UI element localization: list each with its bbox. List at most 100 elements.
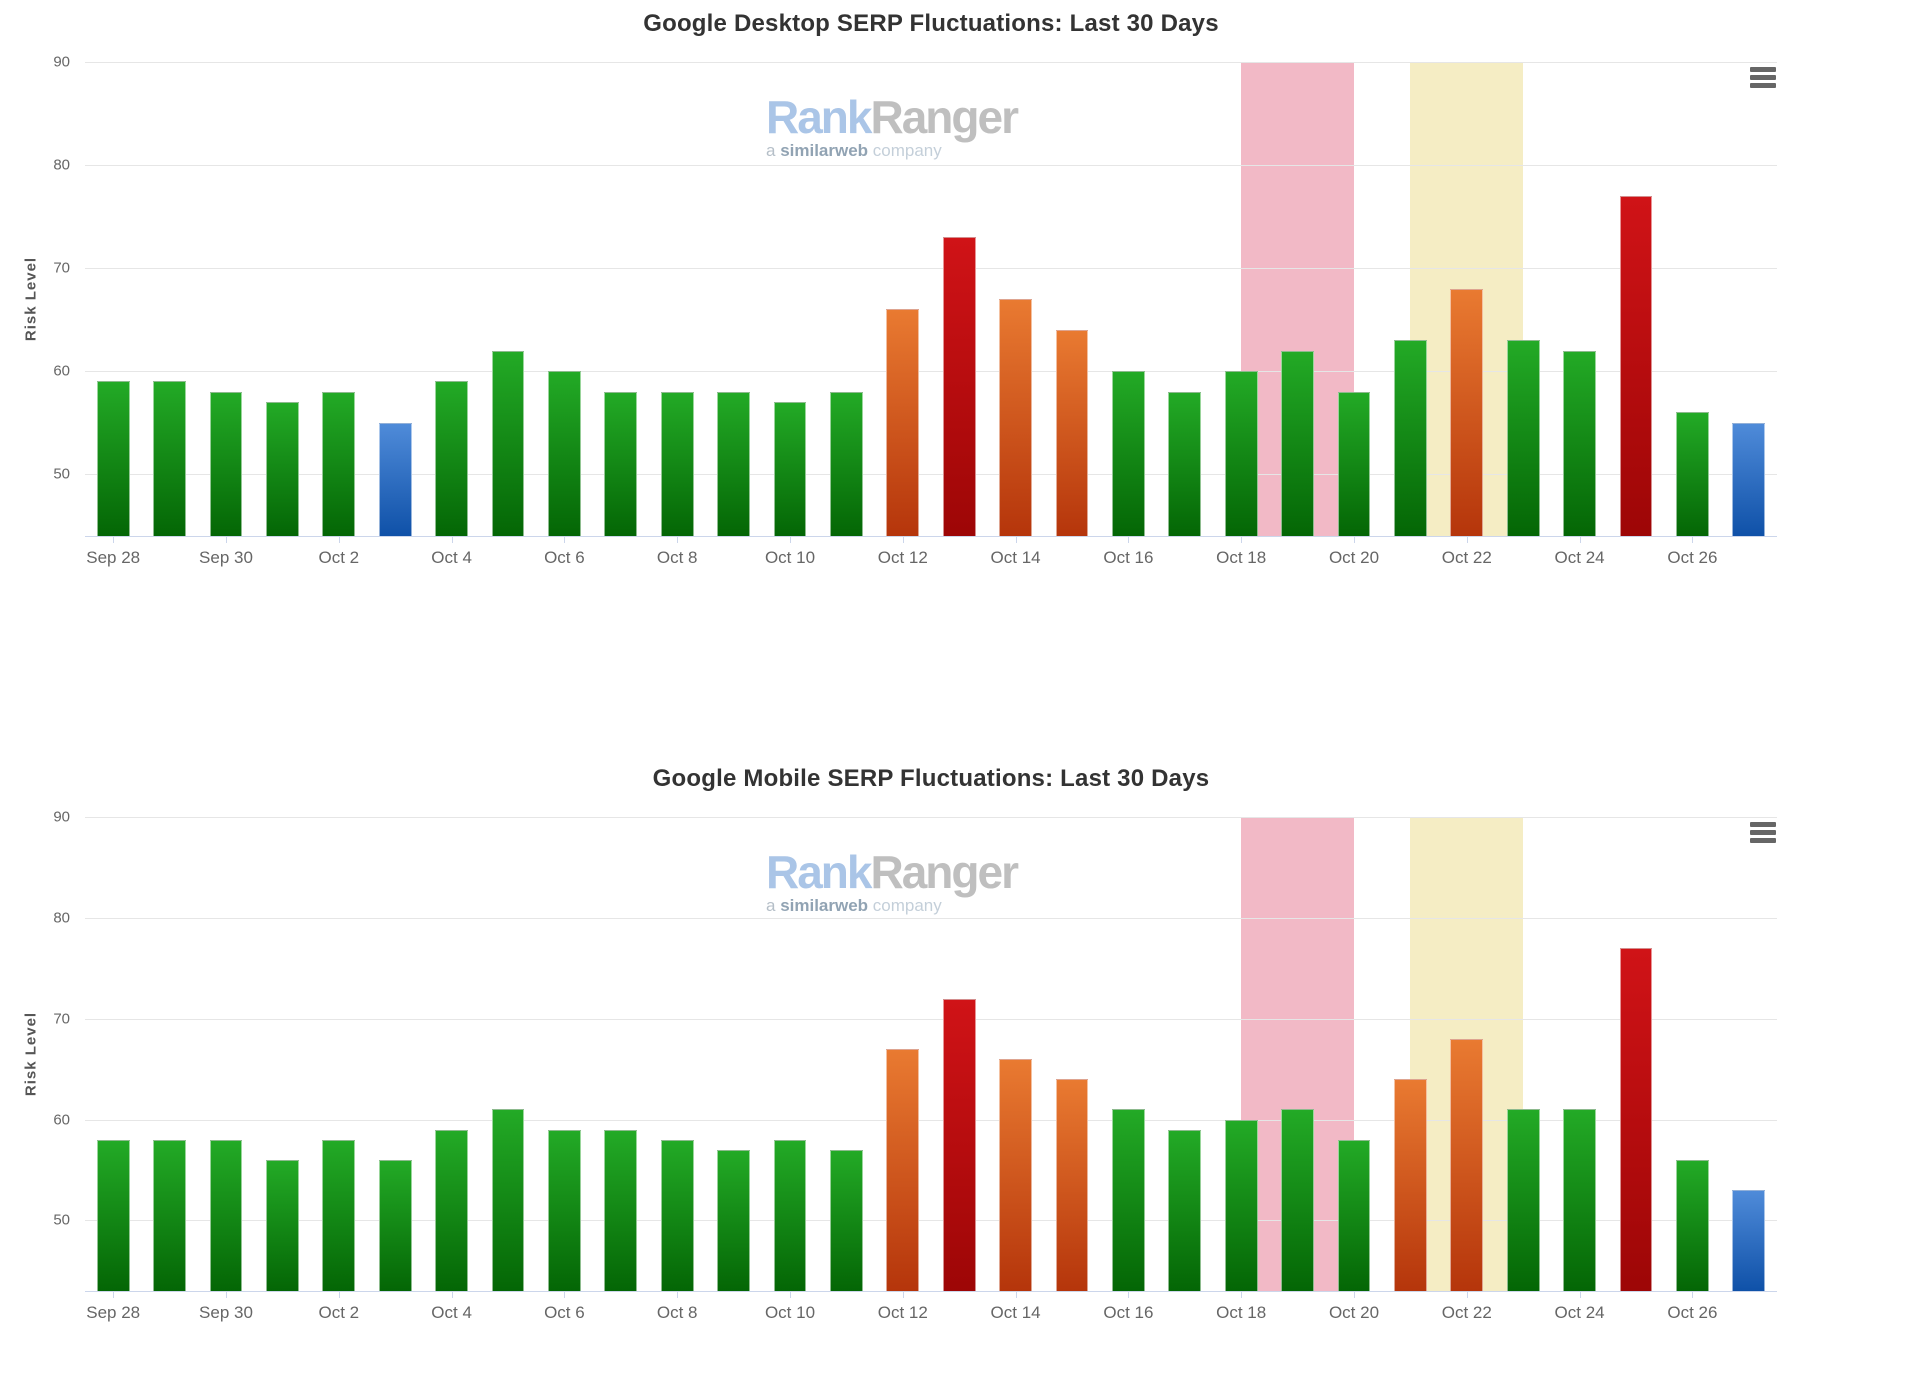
x-tick-oct-2	[338, 536, 340, 543]
bar-oct-10	[773, 402, 807, 536]
x-tick-sep-30	[225, 1291, 227, 1298]
x-tick-label-oct-8: Oct 8	[656, 548, 698, 567]
bar-oct-25	[1619, 195, 1653, 536]
gridline-70	[85, 268, 1777, 270]
x-tick-oct-6	[564, 1291, 566, 1298]
bar-oct-18	[1224, 371, 1258, 536]
bar-oct-17	[1168, 391, 1202, 536]
x-tick-oct-14	[1015, 1291, 1017, 1298]
x-tick-oct-26	[1692, 536, 1694, 543]
bar-oct-16	[1112, 371, 1145, 536]
x-tick-oct-18	[1241, 1291, 1243, 1298]
x-tick-label-oct-16: Oct 16	[1103, 1303, 1154, 1322]
gridline-60	[85, 371, 1777, 373]
x-tick-oct-6	[564, 536, 566, 543]
bar-oct-4	[435, 381, 468, 536]
x-tick-label-oct-20: Oct 20	[1328, 1303, 1380, 1322]
bar-oct-5	[491, 350, 525, 536]
x-tick-oct-16	[1128, 536, 1130, 543]
y-tick-label-90: 90	[53, 808, 70, 826]
x-tick-label-sep-28: Sep 28	[86, 548, 141, 567]
bar-oct-14	[999, 1059, 1032, 1291]
bar-oct-2	[322, 1139, 356, 1291]
x-tick-label-oct-26: Oct 26	[1667, 548, 1718, 567]
bar-oct-7	[604, 1129, 638, 1291]
x-tick-label-oct-6: Oct 6	[544, 548, 585, 567]
x-tick-oct-22	[1466, 1291, 1468, 1298]
bar-oct-1	[266, 402, 299, 536]
x-tick-label-oct-8: Oct 8	[656, 1303, 698, 1322]
bar-oct-22	[1450, 288, 1484, 536]
bar-oct-20	[1337, 391, 1371, 536]
x-tick-label-oct-14: Oct 14	[990, 548, 1041, 567]
x-tick-oct-8	[677, 1291, 679, 1298]
y-tick-label-50: 50	[53, 465, 70, 483]
x-tick-label-oct-18: Oct 18	[1216, 548, 1267, 567]
x-tick-oct-4	[451, 1291, 453, 1298]
rankranger-logo: RankRanger a similarweb company	[766, 91, 1019, 160]
x-tick-oct-18	[1241, 536, 1243, 543]
gridline-80	[85, 917, 1777, 919]
x-tick-oct-24	[1579, 1291, 1581, 1298]
chart-title: Google Mobile SERP Fluctuations: Last 30…	[652, 765, 1210, 792]
x-tick-label-oct-4: Oct 4	[431, 1303, 472, 1322]
x-tick-label-oct-22: Oct 22	[1441, 548, 1492, 567]
bar-oct-11	[830, 391, 863, 536]
plot-area	[85, 817, 1777, 1298]
y-tick-label-70: 70	[53, 1010, 70, 1028]
x-tick-oct-10	[790, 536, 791, 543]
x-tick-sep-28	[113, 536, 115, 543]
bar-oct-8	[660, 1139, 694, 1291]
chart-title: Google Desktop SERP Fluctuations: Last 3…	[643, 10, 1219, 37]
bar-oct-27	[1732, 1190, 1766, 1291]
x-tick-label-oct-18: Oct 18	[1216, 1303, 1267, 1322]
y-tick-label-80: 80	[53, 156, 70, 174]
hamburger-menu-icon[interactable]	[1750, 67, 1776, 91]
x-tick-label-sep-30: Sep 30	[199, 1303, 253, 1322]
bar-sep-28	[96, 381, 130, 536]
bar-oct-21	[1394, 340, 1427, 536]
hamburger-menu-icon[interactable]	[1750, 822, 1776, 846]
x-tick-oct-12	[902, 1291, 904, 1298]
bar-oct-12	[886, 309, 920, 536]
x-tick-label-oct-10: Oct 10	[764, 548, 816, 567]
bar-oct-23	[1506, 1109, 1540, 1291]
y-tick-label-90: 90	[53, 53, 70, 71]
bar-oct-9	[717, 391, 750, 536]
x-tick-oct-20	[1354, 536, 1355, 543]
rankranger-tagline: a similarweb company	[766, 896, 942, 915]
bar-oct-4	[435, 1129, 468, 1291]
desktop-serp-chart: Google Desktop SERP Fluctuations: Last 3…	[0, 0, 1918, 620]
x-tick-oct-2	[338, 1291, 340, 1298]
bar-oct-21	[1394, 1079, 1427, 1291]
y-axis-labels: 50 60 70 80 90	[0, 809, 70, 1291]
bar-sep-30	[209, 391, 243, 536]
bar-oct-11	[830, 1149, 863, 1291]
bar-oct-6	[548, 371, 581, 536]
bar-oct-2	[322, 391, 356, 536]
x-tick-oct-8	[677, 536, 679, 543]
plot-area	[85, 62, 1777, 543]
y-tick-label-60: 60	[53, 362, 70, 380]
bar-oct-16	[1112, 1109, 1145, 1291]
bar-sep-30	[209, 1139, 243, 1291]
x-tick-label-oct-4: Oct 4	[431, 548, 472, 567]
bar-oct-14	[999, 299, 1032, 536]
x-tick-sep-28	[113, 1291, 115, 1298]
bar-oct-26	[1676, 1159, 1709, 1291]
bar-oct-15	[1055, 1079, 1089, 1291]
x-tick-label-oct-16: Oct 16	[1103, 548, 1154, 567]
rankranger-tagline: a similarweb company	[766, 141, 942, 160]
y-tick-label-70: 70	[53, 259, 70, 277]
bar-oct-1	[266, 1159, 299, 1291]
bar-oct-22	[1450, 1038, 1484, 1291]
x-tick-label-oct-20: Oct 20	[1328, 548, 1380, 567]
x-tick-oct-14	[1015, 536, 1017, 543]
x-tick-oct-4	[451, 536, 453, 543]
x-tick-label-sep-30: Sep 30	[199, 548, 253, 567]
y-tick-label-80: 80	[53, 909, 70, 927]
x-tick-oct-10	[790, 1291, 791, 1298]
bar-oct-6	[548, 1129, 581, 1291]
rankranger-logo-text: RankRanger	[766, 91, 1019, 143]
gridline-90	[85, 817, 1777, 818]
